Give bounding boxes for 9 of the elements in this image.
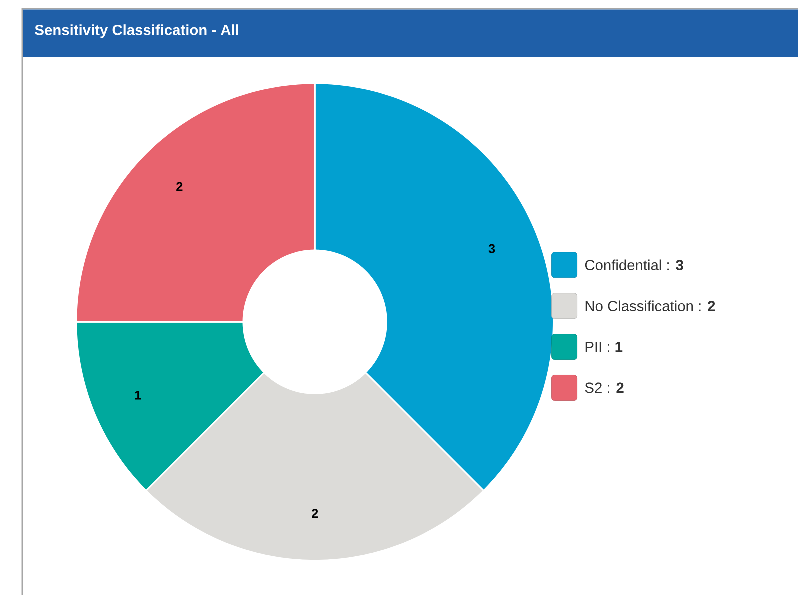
data-label: 1 (135, 391, 142, 400)
data-label: 2 (312, 509, 318, 518)
data-label: 3 (488, 244, 496, 254)
legend-label: S2 : 2 (585, 382, 624, 394)
legend-label: PII : 1 (586, 342, 623, 352)
data-label: 2 (176, 182, 183, 192)
legend-label: Confidential : 3 (585, 260, 684, 271)
chart-title: Sensitivity Classification - All (35, 24, 238, 38)
legend-label: No Classification : 2 (586, 300, 716, 312)
